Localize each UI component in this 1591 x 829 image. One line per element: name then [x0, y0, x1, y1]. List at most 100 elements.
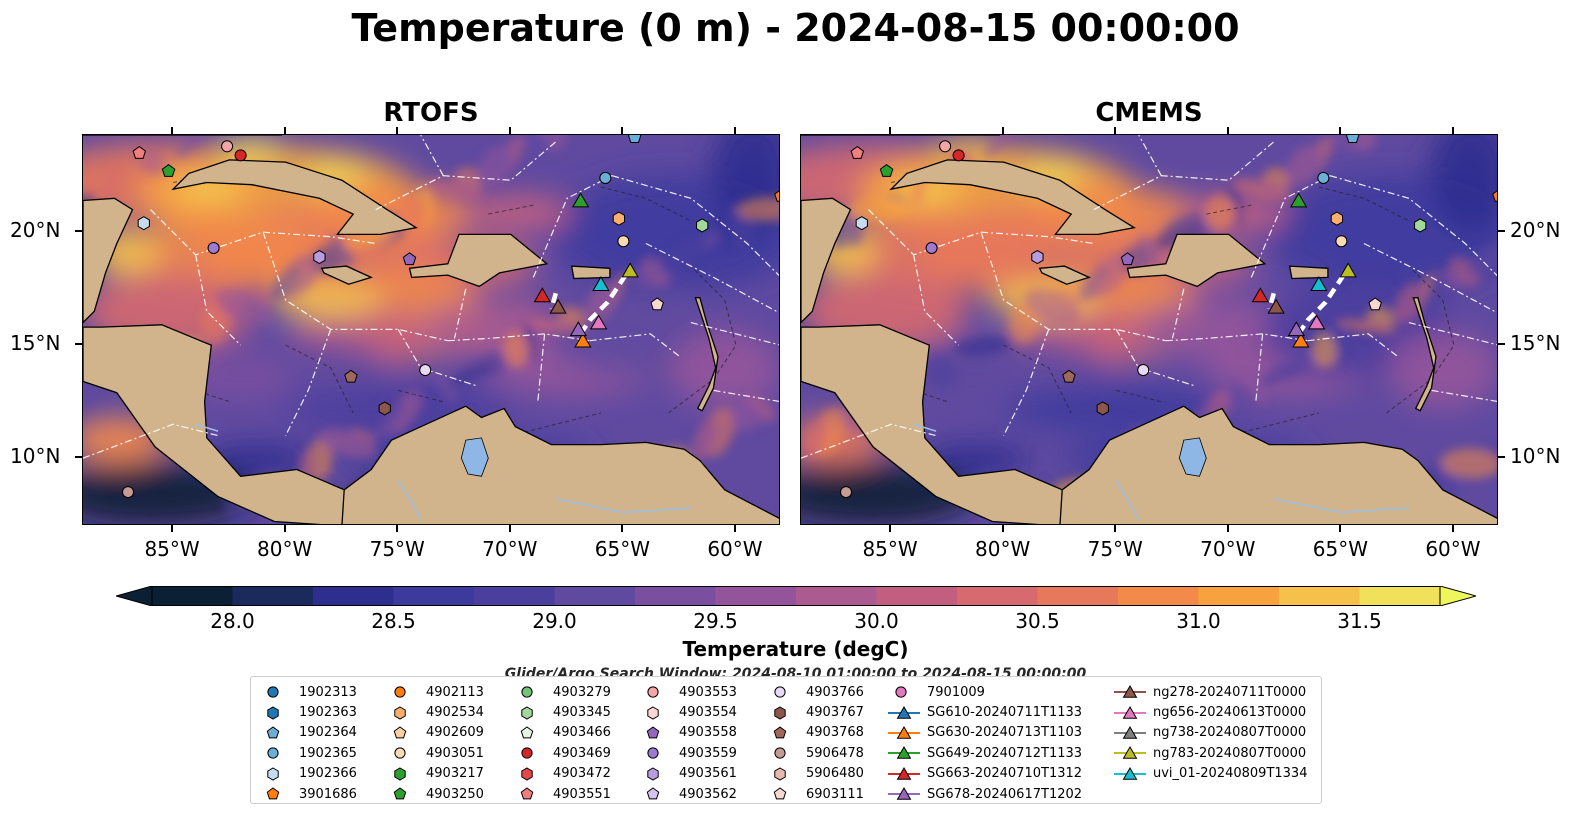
eez-boundary — [1431, 389, 1497, 402]
glider-ng656-20240613T0000 — [589, 314, 608, 330]
argo-float-1902366 — [137, 216, 150, 231]
glider-SG678-20240617T1202 — [569, 321, 588, 337]
lon-tick-label: 70°W — [1200, 537, 1256, 561]
colorbar-segment — [313, 586, 394, 606]
legend-label: 1902365 — [299, 745, 357, 761]
lon-tick-mark — [283, 525, 286, 532]
argo-float-5906478 — [840, 486, 853, 499]
river-line — [913, 423, 937, 432]
argo-float-3901686 — [774, 190, 779, 202]
temperature-patch — [1429, 135, 1497, 233]
lat-tick-mark-left — [75, 456, 82, 459]
isobath-line — [668, 265, 737, 414]
eddy — [1227, 383, 1254, 411]
lon-tick-label: 60°W — [1425, 537, 1481, 561]
legend-marker-icon — [639, 744, 673, 762]
eez-boundary — [83, 423, 219, 459]
legend-item: 6903111 — [766, 784, 864, 804]
eddy — [269, 265, 301, 302]
eez-boundary — [1165, 333, 1308, 342]
legend-marker-icon — [259, 765, 293, 783]
legend-marker-icon — [513, 765, 547, 783]
legend-item: ng278-20240711T0000 — [1113, 682, 1307, 702]
legend-label: 4903051 — [426, 745, 484, 761]
legend-marker-icon — [766, 724, 800, 742]
legend-symbol — [393, 787, 407, 800]
argo-float-4902534 — [1330, 211, 1344, 226]
panel-title-rtofs: RTOFS — [383, 98, 479, 128]
legend-label: 5906478 — [806, 745, 864, 761]
glider-SG663-20240710T1312 — [1251, 287, 1269, 303]
eez-boundary — [1408, 322, 1497, 346]
legend-marker-icon — [766, 785, 800, 803]
legend-label: 1902313 — [299, 684, 357, 700]
map-svg — [801, 135, 1497, 524]
lon-tick-mark-top — [889, 127, 892, 134]
legend-symbol — [521, 747, 533, 759]
legend-label: 4903553 — [679, 684, 737, 700]
legend-symbol — [896, 746, 912, 760]
legend-column: 1902313 1902363 1902364 1902365 1902366 39016… — [259, 682, 357, 804]
argo-float-1902364 — [1345, 135, 1360, 144]
legend-label: 4903559 — [679, 745, 737, 761]
legend-label: 5906480 — [806, 766, 864, 782]
legend-item: 4903767 — [766, 702, 864, 722]
legend-label: 6903111 — [806, 786, 864, 802]
legend-symbol — [521, 706, 533, 720]
legend-item: 4903553 — [639, 682, 737, 702]
legend-item: 4903551 — [513, 784, 611, 804]
land-hispaniola — [408, 233, 549, 288]
argo-float-4903558 — [1120, 252, 1135, 266]
lon-tick-mark-top — [621, 127, 624, 134]
argo-float-4903767 — [1096, 401, 1109, 416]
legend-symbol — [773, 787, 787, 800]
legend-marker-icon — [513, 744, 547, 762]
lon-tick-mark-top — [733, 127, 736, 134]
legend-item: SG678-20240617T1202 — [887, 784, 1082, 804]
eez-boundary — [262, 232, 448, 342]
legend-symbol — [647, 767, 659, 781]
legend-symbol — [1122, 746, 1138, 760]
land-samerica — [1059, 405, 1497, 524]
legend-item: SG610-20240711T1133 — [887, 702, 1082, 722]
legend-symbol — [1122, 705, 1138, 719]
eddy — [1441, 448, 1497, 479]
land-jamaica — [1038, 265, 1092, 285]
legend-label: 4903345 — [553, 705, 611, 721]
legend-item: 3901686 — [259, 784, 357, 804]
glider-track — [1267, 292, 1276, 310]
argo-float-4903558 — [402, 252, 417, 266]
argo-float-4903766 — [1137, 364, 1150, 377]
land-antilles — [694, 297, 719, 412]
legend-label: 3901686 — [299, 786, 357, 802]
eez-boundary — [453, 288, 467, 339]
argo-float-1902364 — [627, 135, 642, 144]
legend: 1902313 1902363 1902364 1902365 1902366 39016… — [250, 676, 1322, 804]
isobath-line — [1116, 389, 1162, 403]
legend-marker-icon — [386, 744, 420, 762]
eddy — [952, 336, 1013, 356]
eddy — [847, 197, 908, 222]
legend-symbol — [896, 787, 912, 800]
colorbar-over-extend — [1439, 585, 1478, 607]
legend-marker-icon — [766, 765, 800, 783]
colorbar-outline — [151, 586, 1441, 606]
eddy — [527, 319, 588, 334]
eez-boundary — [690, 322, 779, 346]
eddy — [731, 401, 761, 432]
eez-boundary — [1329, 175, 1497, 277]
lon-tick-mark-top — [1451, 127, 1454, 134]
eez-boundary — [1363, 242, 1495, 312]
legend-label: 4903558 — [679, 725, 737, 741]
colorbar-segment — [232, 586, 314, 606]
argo-float-4903551 — [850, 145, 865, 159]
argo-float-4903469 — [234, 149, 247, 162]
legend-symbol — [394, 686, 406, 698]
legend-item: ng783-20240807T0000 — [1113, 743, 1307, 763]
legend-symbol — [1122, 766, 1138, 780]
lon-tick-mark-top — [1339, 127, 1342, 134]
lon-tick-label: 75°W — [1087, 537, 1143, 561]
colorbar-tick-label: 31.0 — [1176, 609, 1221, 633]
eddy — [433, 374, 459, 404]
legend-item: 4903466 — [513, 723, 611, 743]
